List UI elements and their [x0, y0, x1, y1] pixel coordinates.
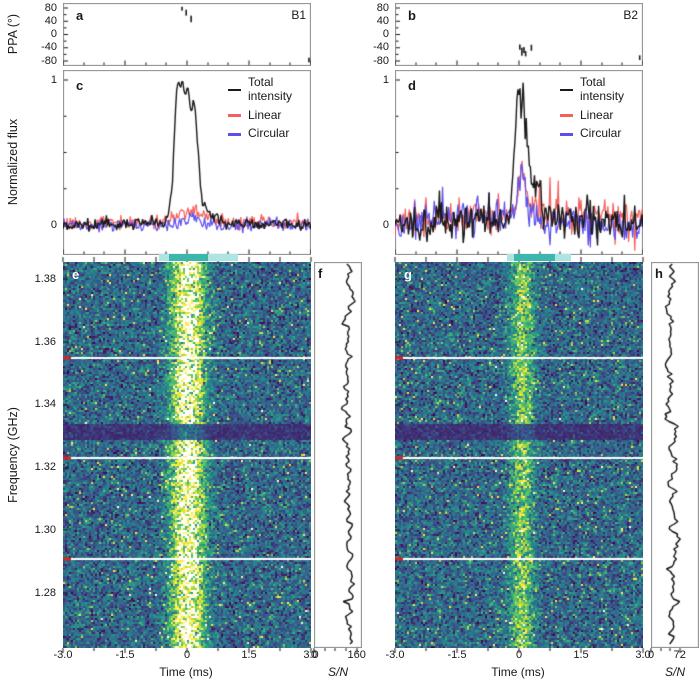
- ppa-ticks-a-tick-label: -40: [41, 41, 57, 54]
- flux-ticks-d-tick-label: 1: [382, 73, 389, 86]
- time-ticks-g-tick-label: 1.5: [573, 649, 589, 661]
- snr-ticks-h-tick-label: 72: [673, 649, 686, 661]
- time-ticks-g-tick-label: -1.5: [447, 649, 467, 661]
- burst-id-b2: B2: [623, 8, 638, 22]
- flux-ticks-c-tick-label: 0: [50, 218, 57, 231]
- panel-letter-a: a: [76, 8, 84, 23]
- legend-line-linear-icon: [228, 114, 241, 117]
- flux-axis-label: Normalized flux: [6, 118, 20, 206]
- legend-line-total-intensity-icon: [560, 88, 573, 92]
- burst-id-b1: B1: [291, 8, 306, 22]
- dynamic-spectrum-b1: [63, 262, 311, 648]
- freq-axis-label: Frequency (GHz): [6, 407, 20, 503]
- legend-item-linear: Linear: [560, 107, 644, 123]
- legend-label-linear: Linear: [248, 107, 282, 122]
- panel-letter-h: h: [655, 266, 663, 281]
- ppa-ticks-b-tick-label: -40: [373, 41, 389, 54]
- legend-label-circular: Circular: [248, 126, 290, 141]
- ppa-ticks-b-tick-label: 80: [376, 1, 389, 14]
- legend-line-circular-icon: [560, 132, 573, 136]
- panel-letter-c: c: [76, 78, 84, 93]
- legend-item-total-intensity: Total intensity: [228, 75, 312, 104]
- freq-ticks-tick-label: 1.34: [34, 398, 56, 411]
- snr-axis-label-right: S/N: [664, 665, 686, 679]
- snr-spectrum-b1: [314, 262, 362, 648]
- snr-ticks-f-tick-label: 160: [347, 649, 366, 661]
- legend-b1: Total intensity Linear Circular: [228, 75, 312, 141]
- legend-label-total-intensity: Total intensity: [580, 75, 625, 103]
- time-ticks-e-tick-label: 1.5: [241, 649, 257, 661]
- freq-ticks-tick-label: 1.38: [34, 272, 56, 285]
- time-ticks-e-tick-label: -1.5: [115, 649, 135, 661]
- time-axis-label-left: Time (ms): [159, 665, 213, 679]
- panel-letter-g: g: [404, 267, 412, 282]
- flux-ticks-c-tick-label: 1: [50, 73, 57, 86]
- panel-letter-e: e: [72, 267, 80, 282]
- snr-ticks-h-tick-label: 0: [647, 649, 655, 661]
- legend-line-circular-icon: [228, 132, 241, 136]
- legend-line-linear-icon: [560, 114, 573, 117]
- legend-item-circular: Circular: [560, 127, 644, 141]
- snr-axis-label-left: S/N: [327, 665, 349, 679]
- ppa-ticks-a-tick-label: 80: [44, 1, 57, 14]
- ppa-ticks-b-tick-label: 0: [382, 28, 389, 40]
- ppa-ticks-a-tick-label: 40: [44, 14, 57, 27]
- legend-item-circular: Circular: [228, 127, 312, 141]
- legend-item-linear: Linear: [228, 107, 312, 123]
- burst-extent-bar-dark-b2: [514, 254, 556, 261]
- time-ticks-e-tick-label: 0: [183, 649, 191, 661]
- snr-ticks-f-tick-label: 0: [310, 649, 318, 661]
- time-ticks-g-tick-label: 0: [515, 649, 523, 661]
- time-axis-label-right: Time (ms): [491, 665, 545, 679]
- legend-item-total-intensity: Total intensity: [560, 75, 644, 104]
- panel-letter-b: b: [408, 8, 416, 23]
- ppa-ticks-b-tick-label: 40: [376, 14, 389, 27]
- freq-ticks-tick-label: 1.36: [34, 335, 56, 348]
- snr-spectrum-b2: [651, 262, 699, 648]
- time-ticks-e-tick-label: -3.0: [53, 649, 73, 661]
- ppa-ticks-b-tick-label: -80: [373, 54, 389, 67]
- dynamic-spectrum-b2: [395, 262, 643, 648]
- legend-label-total-intensity: Total intensity: [248, 75, 293, 103]
- freq-ticks-tick-label: 1.32: [34, 461, 56, 474]
- freq-ticks-tick-label: 1.28: [34, 586, 56, 599]
- legend-b2: Total intensity Linear Circular: [560, 75, 644, 141]
- ppa-axis-label: PPA (°): [6, 13, 20, 55]
- ppa-ticks-a-tick-label: 0: [50, 28, 57, 40]
- legend-label-linear: Linear: [580, 107, 614, 122]
- panel-letter-f: f: [318, 266, 323, 281]
- legend-line-total-intensity-icon: [228, 88, 241, 92]
- flux-ticks-d-tick-label: 0: [382, 218, 389, 231]
- panel-letter-d: d: [408, 78, 416, 93]
- burst-extent-bar-dark-b1: [168, 254, 209, 261]
- ppa-ticks-a-tick-label: -80: [41, 54, 57, 67]
- freq-ticks-tick-label: 1.30: [34, 523, 56, 536]
- legend-label-circular: Circular: [580, 126, 622, 141]
- time-ticks-g-tick-label: -3.0: [385, 649, 405, 661]
